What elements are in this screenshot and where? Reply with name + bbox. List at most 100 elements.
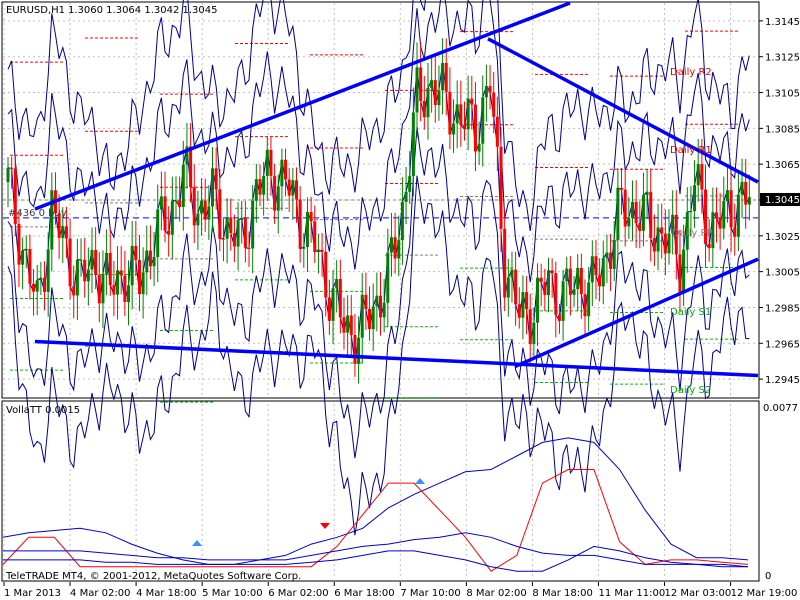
candle-body <box>704 189 708 245</box>
candle-body <box>94 249 98 276</box>
candle-body <box>576 267 580 290</box>
indicator-scale-top: 0.0077 <box>763 403 798 414</box>
candle-body <box>660 227 664 234</box>
candle-body <box>470 98 474 105</box>
candle-body <box>693 185 697 212</box>
price-tick-label: 1.3005 <box>765 268 800 279</box>
candle-body <box>590 256 594 283</box>
indicator-scale-bottom: 0 <box>765 571 771 582</box>
time-tick-label: 5 Mar 10:00 <box>202 588 262 599</box>
candle-body <box>148 250 152 267</box>
indicator-title: VollaTT 0.0015 <box>6 405 80 416</box>
candle-body <box>638 223 642 231</box>
time-tick-label: 8 Mar 18:00 <box>532 588 592 599</box>
candle-body <box>561 281 565 321</box>
trendlines[interactable] <box>34 1 759 378</box>
candle-body <box>119 270 123 276</box>
time-tick-label: 8 Mar 02:00 <box>466 588 526 599</box>
candle-body <box>601 258 605 287</box>
candle-body <box>557 314 561 321</box>
price-tick-label: 1.3065 <box>765 160 800 171</box>
signal-arrow-icon <box>192 540 202 546</box>
candle-body <box>459 104 463 125</box>
candle-body <box>167 230 171 235</box>
copyright-text: TeleTRADE MT4, © 2001-2012, MetaQuotes S… <box>5 571 301 582</box>
ohlc-values: 1.3060 1.3064 1.3042 1.3045 <box>68 5 218 16</box>
candle-body <box>163 196 167 231</box>
candle-body <box>86 269 90 282</box>
candle-body <box>736 194 740 237</box>
candle-body <box>327 297 331 321</box>
candle-body <box>203 200 207 220</box>
candle-body <box>72 286 76 296</box>
candle-body <box>305 211 309 247</box>
pivot-r1-label: Daily R1 <box>670 145 712 156</box>
candle-body <box>28 248 32 284</box>
candle-body <box>156 209 160 257</box>
trendline[interactable] <box>487 37 759 184</box>
indicator-line <box>3 532 749 568</box>
time-tick-label: 6 Mar 02:00 <box>268 588 328 599</box>
candle-body <box>492 92 496 117</box>
price-candles <box>6 38 751 384</box>
candle-body <box>481 97 485 144</box>
time-tick-label: 12 Mar 03:00 <box>665 588 732 599</box>
candle-body <box>240 217 244 221</box>
candle-body <box>525 292 529 310</box>
candle-body <box>572 289 576 295</box>
candle-body <box>379 295 382 318</box>
candle-body <box>68 238 72 287</box>
candle-body <box>309 211 313 222</box>
candle-body <box>357 337 361 364</box>
candle-body <box>448 91 452 135</box>
time-tick-label: 7 Mar 10:00 <box>400 588 460 599</box>
candle-body <box>360 294 364 338</box>
candle-body <box>265 149 269 176</box>
trendline[interactable] <box>34 339 759 378</box>
candle-body <box>382 302 386 318</box>
candle-body <box>718 217 722 229</box>
price-tick-label: 1.3025 <box>765 232 800 243</box>
candle-body <box>280 159 284 187</box>
candle-body <box>116 270 120 295</box>
candle-body <box>243 217 247 248</box>
candle-body <box>39 277 43 281</box>
candle-body <box>554 273 558 315</box>
candle-body <box>192 187 196 226</box>
candle-body <box>583 294 587 317</box>
candle-body <box>441 62 445 91</box>
candle-body <box>612 239 616 269</box>
current-price-label: 1.3045 <box>765 195 800 206</box>
signal-arrow-icon <box>415 478 425 484</box>
price-tick-label: 1.2985 <box>765 303 800 314</box>
candle-body <box>444 62 448 92</box>
candle-body <box>514 269 518 305</box>
candle-body <box>656 227 660 252</box>
candle-body <box>528 309 532 344</box>
candle-body <box>320 249 324 252</box>
indicator-line <box>2 469 749 572</box>
candle-body <box>667 233 671 254</box>
trendline[interactable] <box>514 257 759 369</box>
candle-body <box>97 275 101 304</box>
candle-body <box>411 112 415 177</box>
candle-body <box>152 256 156 267</box>
candle-body <box>550 270 554 274</box>
candle-body <box>64 226 68 239</box>
candle-body <box>503 228 507 298</box>
trendline[interactable] <box>34 1 571 211</box>
candle-body <box>24 248 28 251</box>
candle-body <box>178 200 182 207</box>
candle-body <box>324 251 328 298</box>
time-scale: 1 Mar 2013 4 Mar 02:00 4 Mar 18:00 5 Mar 10… <box>3 582 797 599</box>
candle-body <box>685 212 689 250</box>
candle-body <box>346 315 350 333</box>
candle-body <box>229 217 233 234</box>
candle-body <box>108 252 112 286</box>
price-tick-label: 1.2945 <box>765 375 800 386</box>
candle-body <box>298 199 302 249</box>
candle-body <box>674 214 678 255</box>
candle-body <box>696 164 700 186</box>
pivot-s2-label: Daily S2 <box>670 385 711 396</box>
